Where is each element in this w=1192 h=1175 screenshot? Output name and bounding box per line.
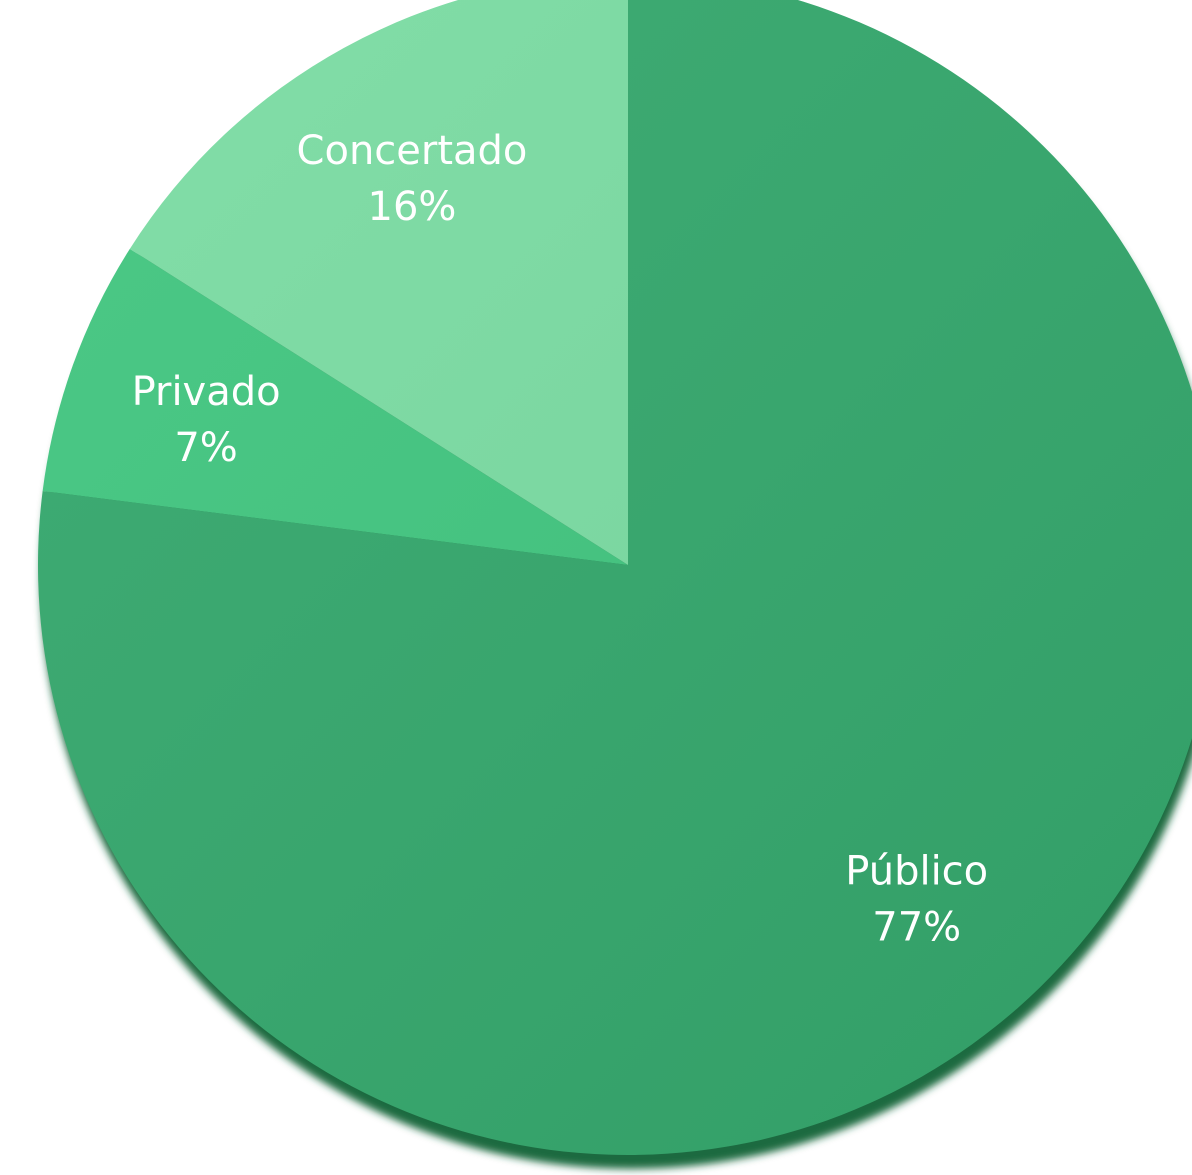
slice-label-name: Concertado: [297, 128, 528, 174]
slice-label-value: 77%: [872, 904, 961, 950]
slice-label-value: 16%: [368, 184, 457, 230]
pie-slices: [38, 0, 1192, 1155]
slice-label-name: Público: [845, 848, 988, 894]
pie-shading-overlay: [38, 0, 1192, 1155]
pie-labels: Público 77% Privado 7% Concertado 16%: [132, 128, 989, 950]
slice-label-name: Privado: [132, 369, 281, 415]
slice-label-value: 7%: [174, 425, 237, 471]
